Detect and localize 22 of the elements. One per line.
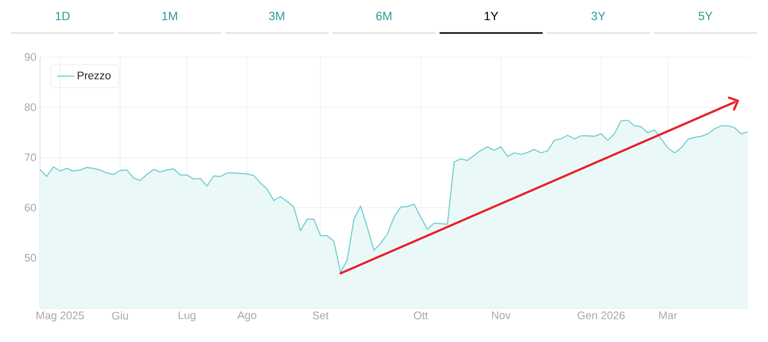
text: 1Y — [484, 12, 498, 20]
x-tick-label: Ott — [414, 312, 428, 320]
y-tick-label: 70 — [24, 154, 36, 162]
x-tick-label: Gen 2026 — [578, 312, 625, 320]
x-tick-label: Lug — [178, 312, 196, 322]
y-tick-label: 80 — [24, 103, 36, 112]
y-tick-label: 50 — [24, 254, 36, 262]
text: 5Y — [698, 12, 712, 20]
text: 3Y — [591, 12, 606, 20]
text: 3M — [269, 12, 284, 20]
x-tick-label: Nov — [492, 312, 511, 320]
x-tick-label: Mag 2025 — [36, 312, 84, 322]
y-tick-label: 60 — [24, 204, 36, 212]
legend-label: Prezzo — [78, 72, 111, 80]
x-tick-label: Mar — [659, 312, 678, 320]
y-tick-label: 90 — [24, 53, 36, 61]
x-tick-label: Giu — [112, 312, 128, 320]
text: 1M — [162, 12, 178, 20]
text: 6M — [376, 12, 392, 20]
x-tick-label: Set — [312, 312, 329, 320]
text: 1D — [56, 12, 70, 20]
x-tick-label: Ago — [237, 312, 256, 322]
